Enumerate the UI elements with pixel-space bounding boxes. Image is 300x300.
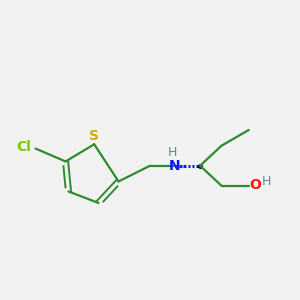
Text: Cl: Cl — [16, 140, 31, 154]
Text: H: H — [262, 175, 271, 188]
Text: S: S — [89, 129, 99, 143]
Text: N: N — [169, 159, 180, 173]
Text: O: O — [249, 178, 261, 192]
Text: H: H — [168, 146, 178, 159]
